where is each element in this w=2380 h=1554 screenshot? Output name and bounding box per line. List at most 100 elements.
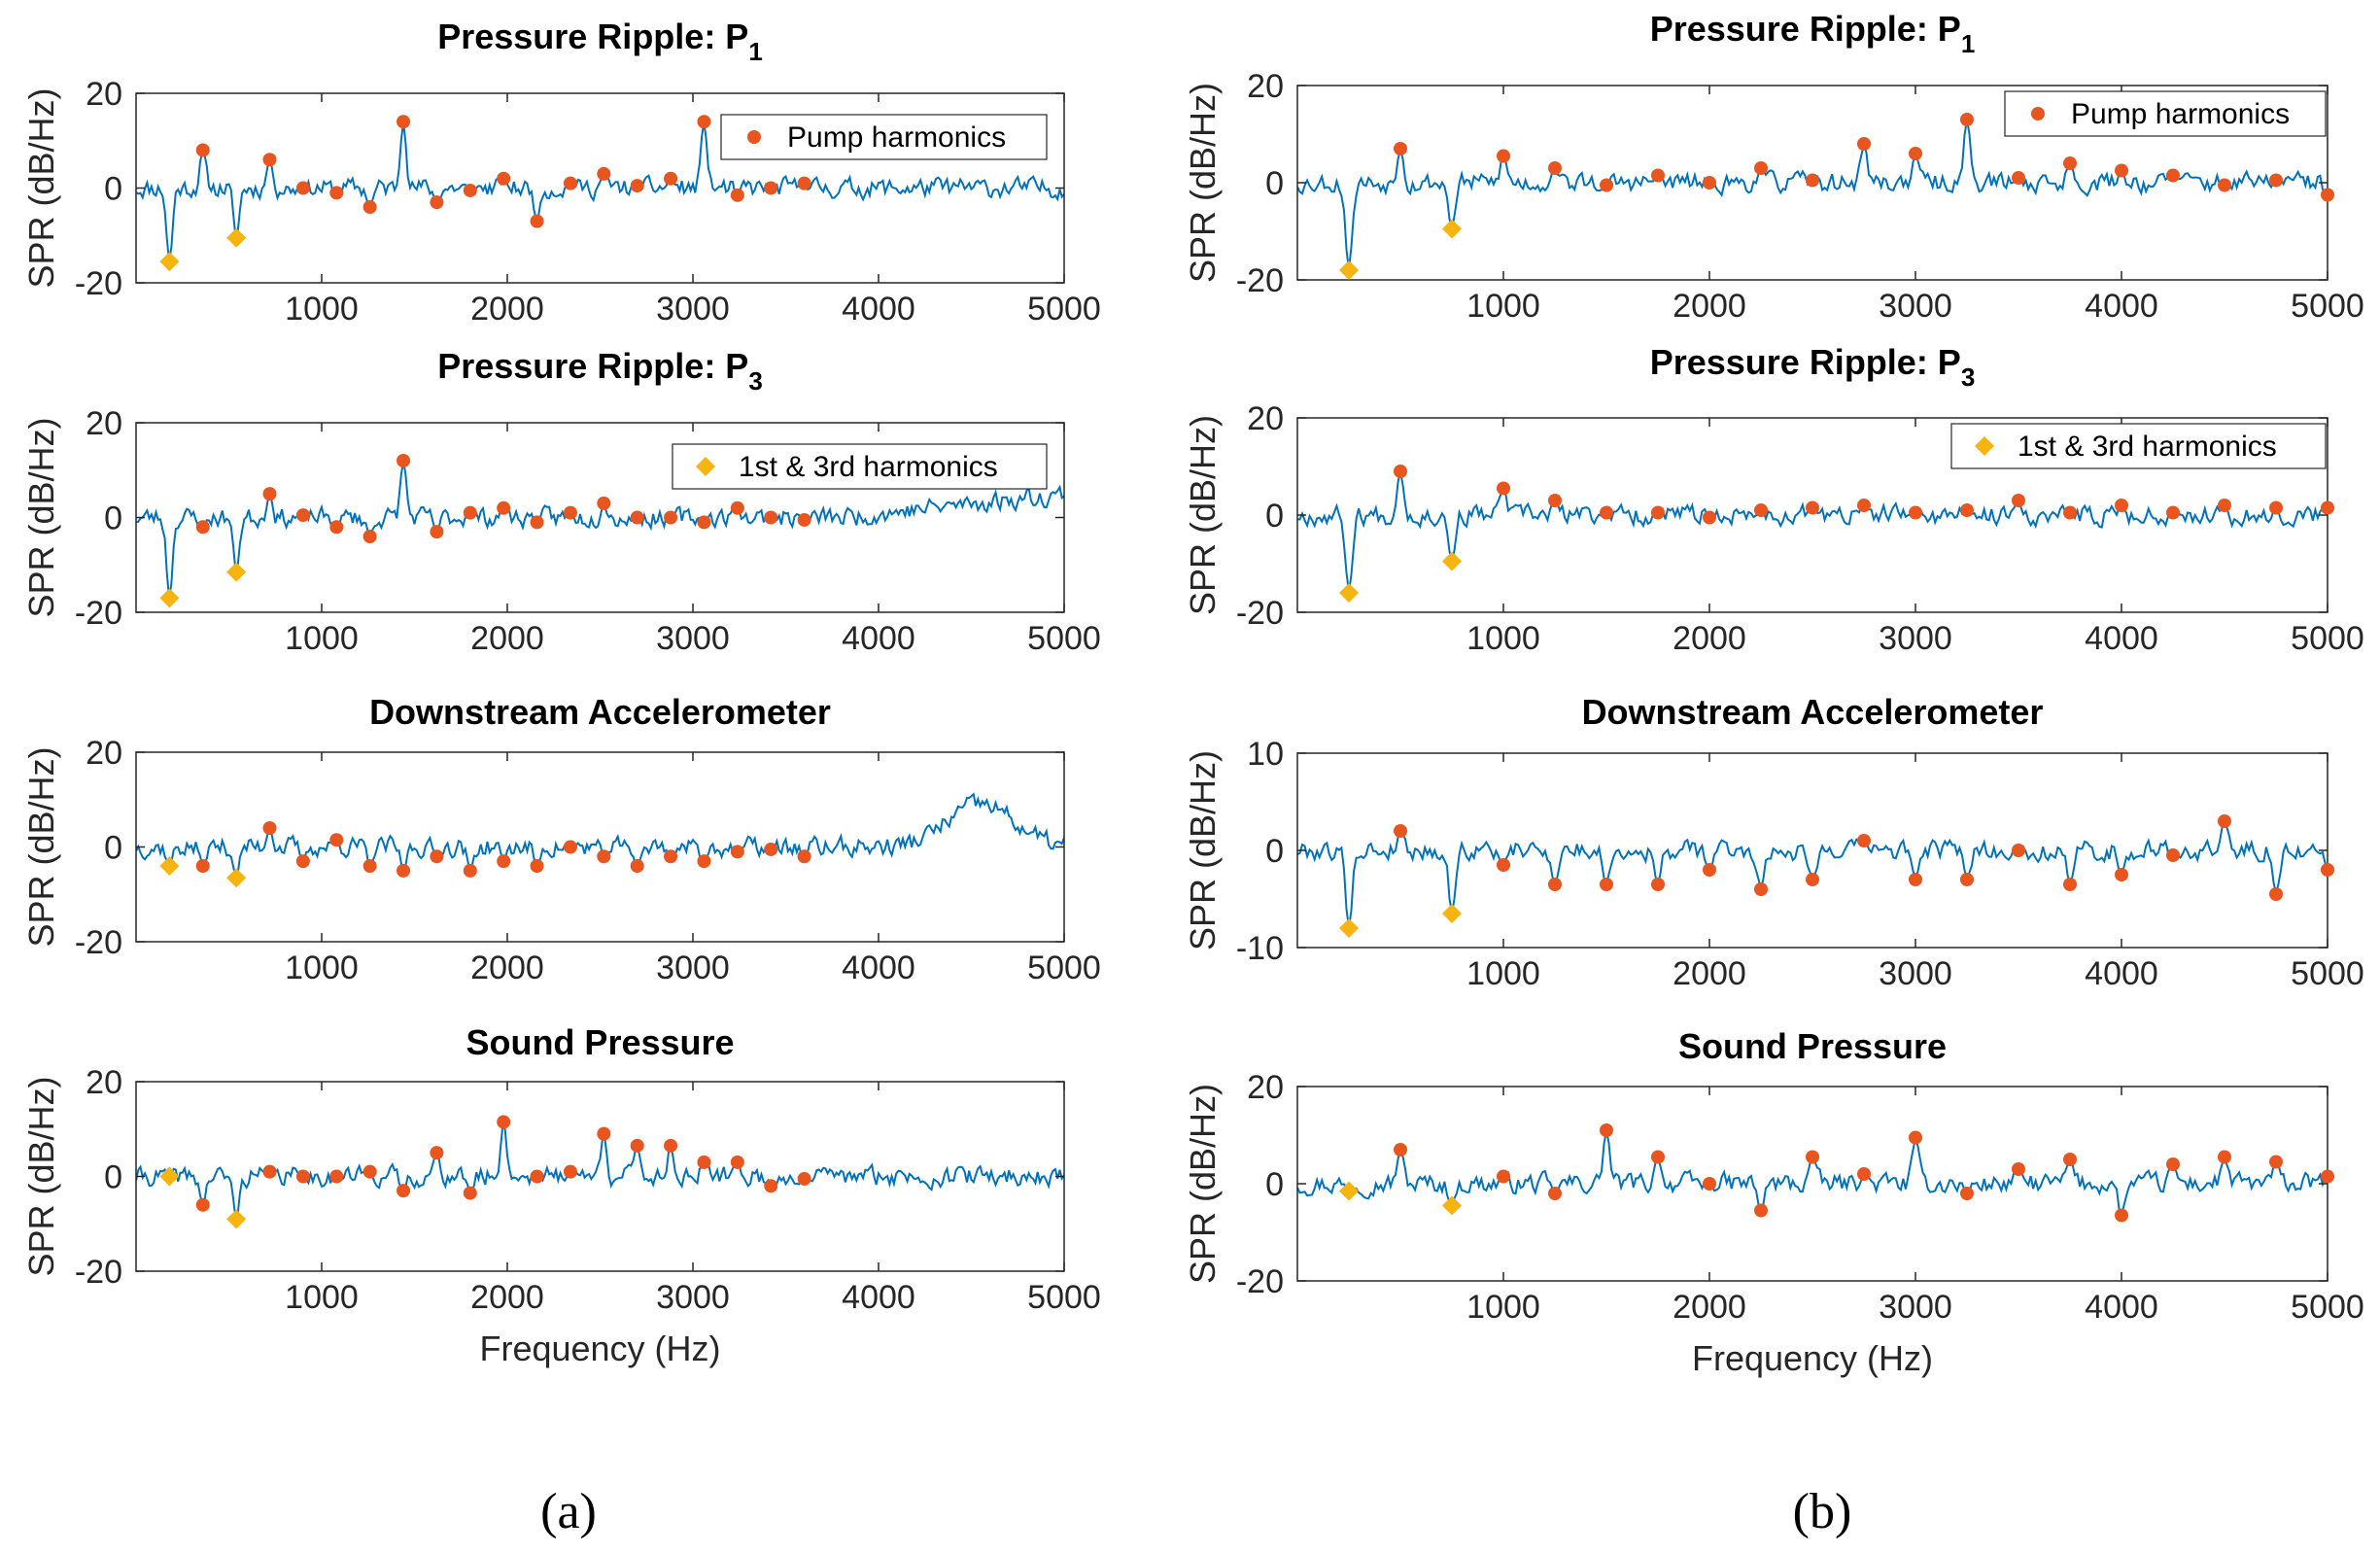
x-tick-label: 2000 <box>470 620 544 657</box>
subplot-3: Downstream Accelerometer 1000 2000 3000 4000… <box>21 692 1101 986</box>
pump-harmonic-point <box>1394 142 1407 155</box>
y-tick-label: 20 <box>86 735 122 772</box>
pump-harmonic-point <box>697 1155 711 1169</box>
pump-harmonic-point <box>1960 1187 1974 1200</box>
y-tick-label: 0 <box>104 171 122 208</box>
pump-harmonic-point <box>764 842 778 856</box>
x-tick-label: 5000 <box>2291 620 2364 657</box>
pump-harmonic-point <box>1754 882 1768 896</box>
x-tick-label: 1000 <box>285 1279 359 1316</box>
pump-harmonic-point <box>1703 176 1716 190</box>
pump-harmonic-point <box>730 501 744 515</box>
pump-harmonic-point <box>463 183 477 197</box>
y-tick-label: 20 <box>86 1064 122 1101</box>
pump-harmonic-point <box>630 510 644 525</box>
x-tick-label: 1000 <box>1466 288 1540 325</box>
subplot-4: Sound Pressure 1000 2000 3000 4000 5000 -20 0 20… <box>21 1022 1101 1368</box>
pump-harmonic-point <box>1497 858 1510 872</box>
x-tick-label: 3000 <box>1879 288 1952 325</box>
axes-box <box>1296 1086 2328 1282</box>
legend: 1st & 3rd harmonics <box>1950 423 2327 469</box>
pump-harmonic-point <box>2012 171 2025 185</box>
pump-harmonic-point <box>1909 147 1922 160</box>
x-tick-label: 5000 <box>1027 950 1101 986</box>
pump-harmonic-point <box>1497 1169 1510 1184</box>
first-third-harmonic-point <box>226 227 247 248</box>
y-axis-label: SPR (dB/Hz) <box>21 417 61 617</box>
pump-harmonic-point <box>1806 1150 1819 1164</box>
x-tick-label: 4000 <box>2085 620 2158 657</box>
signal-trace <box>1297 470 2328 594</box>
pump-harmonic-point <box>530 214 544 228</box>
first-third-harmonic-point <box>159 856 180 876</box>
legend: 1st & 3rd harmonics <box>672 443 1048 490</box>
pump-harmonic-point <box>1754 1203 1768 1218</box>
x-tick-label: 2000 <box>1673 1289 1746 1326</box>
pump-harmonic-point <box>797 176 811 190</box>
pump-harmonic-point <box>497 854 511 869</box>
pump-harmonic-point <box>1960 113 1974 126</box>
pump-harmonic-point <box>295 508 310 523</box>
pump-harmonic-point <box>295 854 310 869</box>
y-tick-label: 0 <box>1265 498 1284 535</box>
signal-trace <box>136 792 1064 880</box>
pump-harmonic-point <box>563 1164 577 1179</box>
first-third-harmonic-point <box>159 252 180 272</box>
pump-harmonic-point <box>1497 481 1510 496</box>
pump-harmonic-point <box>2321 863 2334 877</box>
y-axis-label: SPR (dB/Hz) <box>21 1076 61 1276</box>
pump-harmonic-point <box>1754 161 1768 175</box>
subplot-title: Sound Pressure <box>1678 1026 1947 1066</box>
x-tick-label: 5000 <box>1027 1279 1101 1316</box>
x-tick-label: 1000 <box>285 950 359 986</box>
pump-harmonic-point <box>597 1126 611 1141</box>
pump-harmonic-point <box>463 1186 477 1200</box>
y-axis-label: SPR (dB/Hz) <box>1183 415 1223 615</box>
legend-label: Pump harmonics <box>2071 98 2290 130</box>
x-tick-label: 4000 <box>842 950 915 986</box>
pump-harmonic-point <box>2269 887 2283 901</box>
pump-harmonic-point <box>697 515 711 530</box>
pump-harmonic-point <box>329 520 344 535</box>
pump-harmonic-point <box>730 1155 744 1169</box>
subplot-8: Sound Pressure 1000 2000 3000 4000 5000 -20 0 20… <box>1183 1026 2364 1378</box>
x-tick-label: 4000 <box>842 1279 915 1316</box>
pump-harmonic-point <box>2218 499 2231 512</box>
x-tick-label: 1000 <box>1466 620 1540 657</box>
pump-harmonic-point <box>430 849 444 864</box>
pump-harmonic-point <box>730 188 744 202</box>
panel-label-a: (a) <box>540 1484 597 1539</box>
pump-harmonic-point <box>664 1138 678 1153</box>
y-tick-label: 10 <box>1247 736 1284 773</box>
pump-harmonic-point <box>2269 501 2283 515</box>
subplot-2: Pressure Ripple: P3 1000 2000 3000 4000 5000 -… <box>21 346 1101 657</box>
subplot-title: Downstream Accelerometer <box>369 692 831 732</box>
pump-harmonic-point <box>1651 1150 1665 1164</box>
pump-harmonic-point <box>530 859 544 873</box>
legend-marker-pump <box>2031 107 2045 121</box>
signal-trace <box>136 121 1064 261</box>
pump-harmonic-point <box>563 840 577 854</box>
y-tick-label: -20 <box>75 1254 122 1291</box>
pump-harmonic-point <box>2218 1150 2231 1164</box>
pump-harmonic-point <box>1857 1167 1871 1181</box>
x-tick-label: 3000 <box>656 620 730 657</box>
pump-harmonic-point <box>530 1169 544 1184</box>
x-tick-label: 2000 <box>1673 620 1746 657</box>
subplot-title-subscript: 1 <box>1961 29 1975 58</box>
pump-harmonic-point <box>262 153 277 167</box>
legend-label: 1st & 3rd harmonics <box>739 451 998 483</box>
pump-harmonic-point <box>797 849 811 864</box>
first-third-harmonic-point <box>1442 1195 1462 1216</box>
x-tick-label: 4000 <box>2085 955 2158 992</box>
pump-harmonic-point <box>295 181 310 195</box>
subplot-1: Pressure Ripple: P1 1000 2000 3000 4000 5000 -… <box>21 17 1101 328</box>
y-axis-label: SPR (dB/Hz) <box>21 746 61 947</box>
x-axis-label: Frequency (Hz) <box>479 1329 720 1368</box>
pump-harmonic-point <box>2321 188 2334 202</box>
pump-harmonic-point <box>1909 505 1922 520</box>
pump-harmonic-point <box>797 1171 811 1186</box>
pump-harmonic-point <box>463 505 477 520</box>
x-tick-label: 2000 <box>1673 288 1746 325</box>
y-tick-label: 0 <box>1265 833 1284 870</box>
